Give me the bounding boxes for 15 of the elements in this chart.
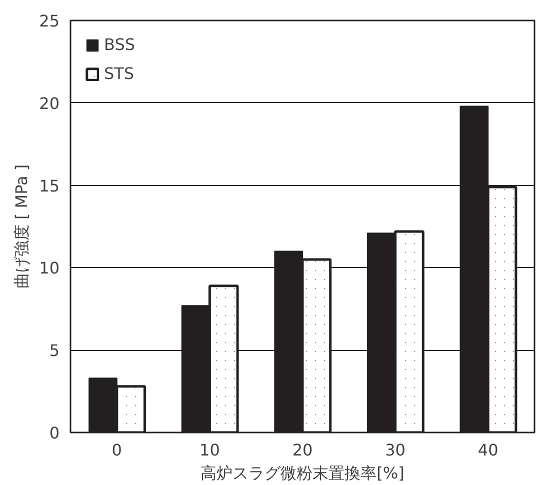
x-tick-label: 20: [292, 440, 313, 460]
y-tick-label: 0: [49, 424, 60, 442]
x-tick-label: 10: [200, 440, 220, 460]
y-tick-label: 20: [39, 94, 60, 113]
y-axis-title: 曲げ強度 [ MPa ]: [12, 164, 32, 289]
x-axis-title: 高炉スラグ微粉末置換率[%]: [200, 464, 404, 482]
y-tick-label: 10: [39, 258, 60, 278]
legend-label: STS: [104, 64, 134, 83]
y-tick-label: 5: [49, 341, 60, 360]
x-tick-label: 30: [385, 440, 406, 460]
x-tick-label: 40: [478, 440, 498, 460]
legend-label: BSS: [104, 35, 136, 54]
y-tick-label: 15: [39, 176, 60, 196]
x-tick-label: 0: [112, 440, 122, 460]
y-tick-label: 25: [39, 12, 60, 30]
